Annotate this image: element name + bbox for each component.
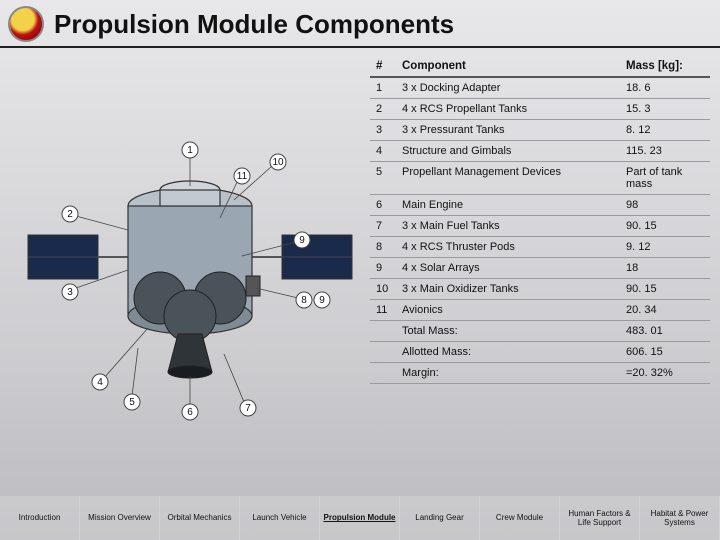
cell-mass: 18. 6 — [620, 77, 710, 99]
table-row: 33 x Pressurant Tanks8. 12 — [370, 120, 710, 141]
svg-text:9: 9 — [299, 235, 305, 246]
umd-logo-icon — [8, 6, 44, 42]
bottom-nav: IntroductionMission OverviewOrbital Mech… — [0, 496, 720, 540]
svg-text:9: 9 — [319, 295, 325, 306]
cell-mass: 9. 12 — [620, 237, 710, 258]
cell-blank — [370, 321, 396, 342]
cell-summary-value: =20. 32% — [620, 363, 710, 384]
cell-summary-value: 606. 15 — [620, 342, 710, 363]
module-diagram: 1 10 2 3 4 5 6 7 8 9 9 11 — [10, 56, 370, 493]
cell-number: 6 — [370, 195, 396, 216]
col-mass: Mass [kg]: — [620, 56, 710, 77]
nav-item-propulsion-module[interactable]: Propulsion Module — [320, 496, 400, 540]
svg-text:8: 8 — [301, 295, 307, 306]
cell-number: 1 — [370, 77, 396, 99]
cell-summary-label: Total Mass: — [396, 321, 620, 342]
svg-text:2: 2 — [67, 209, 73, 220]
cell-component: 3 x Main Oxidizer Tanks — [396, 279, 620, 300]
cell-component: Avionics — [396, 300, 620, 321]
table-row: 94 x Solar Arrays18 — [370, 258, 710, 279]
cell-number: 2 — [370, 99, 396, 120]
propulsion-module-svg: 1 10 2 3 4 5 6 7 8 9 9 11 — [20, 120, 360, 430]
summary-row: Allotted Mass:606. 15 — [370, 342, 710, 363]
table-row: 13 x Docking Adapter18. 6 — [370, 77, 710, 99]
content-area: 1 10 2 3 4 5 6 7 8 9 9 11 # Component Ma… — [0, 48, 720, 493]
table-row: 84 x RCS Thruster Pods9. 12 — [370, 237, 710, 258]
cell-component: Propellant Management Devices — [396, 162, 620, 195]
nav-item-human-factors-life-support[interactable]: Human Factors & Life Support — [560, 496, 640, 540]
cell-mass: 98 — [620, 195, 710, 216]
cell-component: Main Engine — [396, 195, 620, 216]
components-table: # Component Mass [kg]: 13 x Docking Adap… — [370, 56, 710, 384]
cell-number: 10 — [370, 279, 396, 300]
cell-mass: 90. 15 — [620, 216, 710, 237]
cell-mass: 20. 34 — [620, 300, 710, 321]
svg-text:1: 1 — [187, 145, 193, 156]
summary-row: Margin:=20. 32% — [370, 363, 710, 384]
cell-component: 4 x RCS Propellant Tanks — [396, 99, 620, 120]
slide-header: Propulsion Module Components — [0, 0, 720, 48]
table-row: 24 x RCS Propellant Tanks15. 3 — [370, 99, 710, 120]
cell-blank — [370, 363, 396, 384]
cell-component: 4 x Solar Arrays — [396, 258, 620, 279]
nav-item-mission-overview[interactable]: Mission Overview — [80, 496, 160, 540]
cell-number: 3 — [370, 120, 396, 141]
components-table-wrap: # Component Mass [kg]: 13 x Docking Adap… — [370, 56, 710, 493]
svg-text:3: 3 — [67, 287, 73, 298]
table-row: 11Avionics20. 34 — [370, 300, 710, 321]
cell-number: 7 — [370, 216, 396, 237]
page-title: Propulsion Module Components — [54, 9, 454, 40]
table-row: 6Main Engine98 — [370, 195, 710, 216]
col-number: # — [370, 56, 396, 77]
col-component: Component — [396, 56, 620, 77]
cell-mass: 15. 3 — [620, 99, 710, 120]
svg-text:4: 4 — [97, 377, 103, 388]
summary-row: Total Mass:483. 01 — [370, 321, 710, 342]
nav-item-landing-gear[interactable]: Landing Gear — [400, 496, 480, 540]
cell-mass: 115. 23 — [620, 141, 710, 162]
svg-text:7: 7 — [245, 403, 251, 414]
cell-summary-label: Margin: — [396, 363, 620, 384]
cell-number: 4 — [370, 141, 396, 162]
cell-mass: 8. 12 — [620, 120, 710, 141]
svg-text:5: 5 — [129, 397, 135, 408]
cell-number: 9 — [370, 258, 396, 279]
cell-blank — [370, 342, 396, 363]
cell-summary-value: 483. 01 — [620, 321, 710, 342]
nav-item-crew-module[interactable]: Crew Module — [480, 496, 560, 540]
cell-component: 4 x RCS Thruster Pods — [396, 237, 620, 258]
cell-component: 3 x Pressurant Tanks — [396, 120, 620, 141]
nav-item-habitat-power-systems[interactable]: Habitat & Power Systems — [640, 496, 720, 540]
svg-text:6: 6 — [187, 407, 193, 418]
cell-mass: 18 — [620, 258, 710, 279]
svg-text:11: 11 — [237, 171, 248, 182]
cell-summary-label: Allotted Mass: — [396, 342, 620, 363]
cell-mass: Part of tank mass — [620, 162, 710, 195]
cell-mass: 90. 15 — [620, 279, 710, 300]
table-row: 4Structure and Gimbals115. 23 — [370, 141, 710, 162]
nav-item-orbital-mechanics[interactable]: Orbital Mechanics — [160, 496, 240, 540]
table-row: 103 x Main Oxidizer Tanks90. 15 — [370, 279, 710, 300]
nav-item-introduction[interactable]: Introduction — [0, 496, 80, 540]
svg-text:10: 10 — [272, 157, 284, 168]
cell-component: Structure and Gimbals — [396, 141, 620, 162]
cell-component: 3 x Docking Adapter — [396, 77, 620, 99]
nav-item-launch-vehicle[interactable]: Launch Vehicle — [240, 496, 320, 540]
cell-number: 5 — [370, 162, 396, 195]
cell-number: 8 — [370, 237, 396, 258]
table-row: 5Propellant Management DevicesPart of ta… — [370, 162, 710, 195]
cell-number: 11 — [370, 300, 396, 321]
table-row: 73 x Main Fuel Tanks90. 15 — [370, 216, 710, 237]
cell-component: 3 x Main Fuel Tanks — [396, 216, 620, 237]
